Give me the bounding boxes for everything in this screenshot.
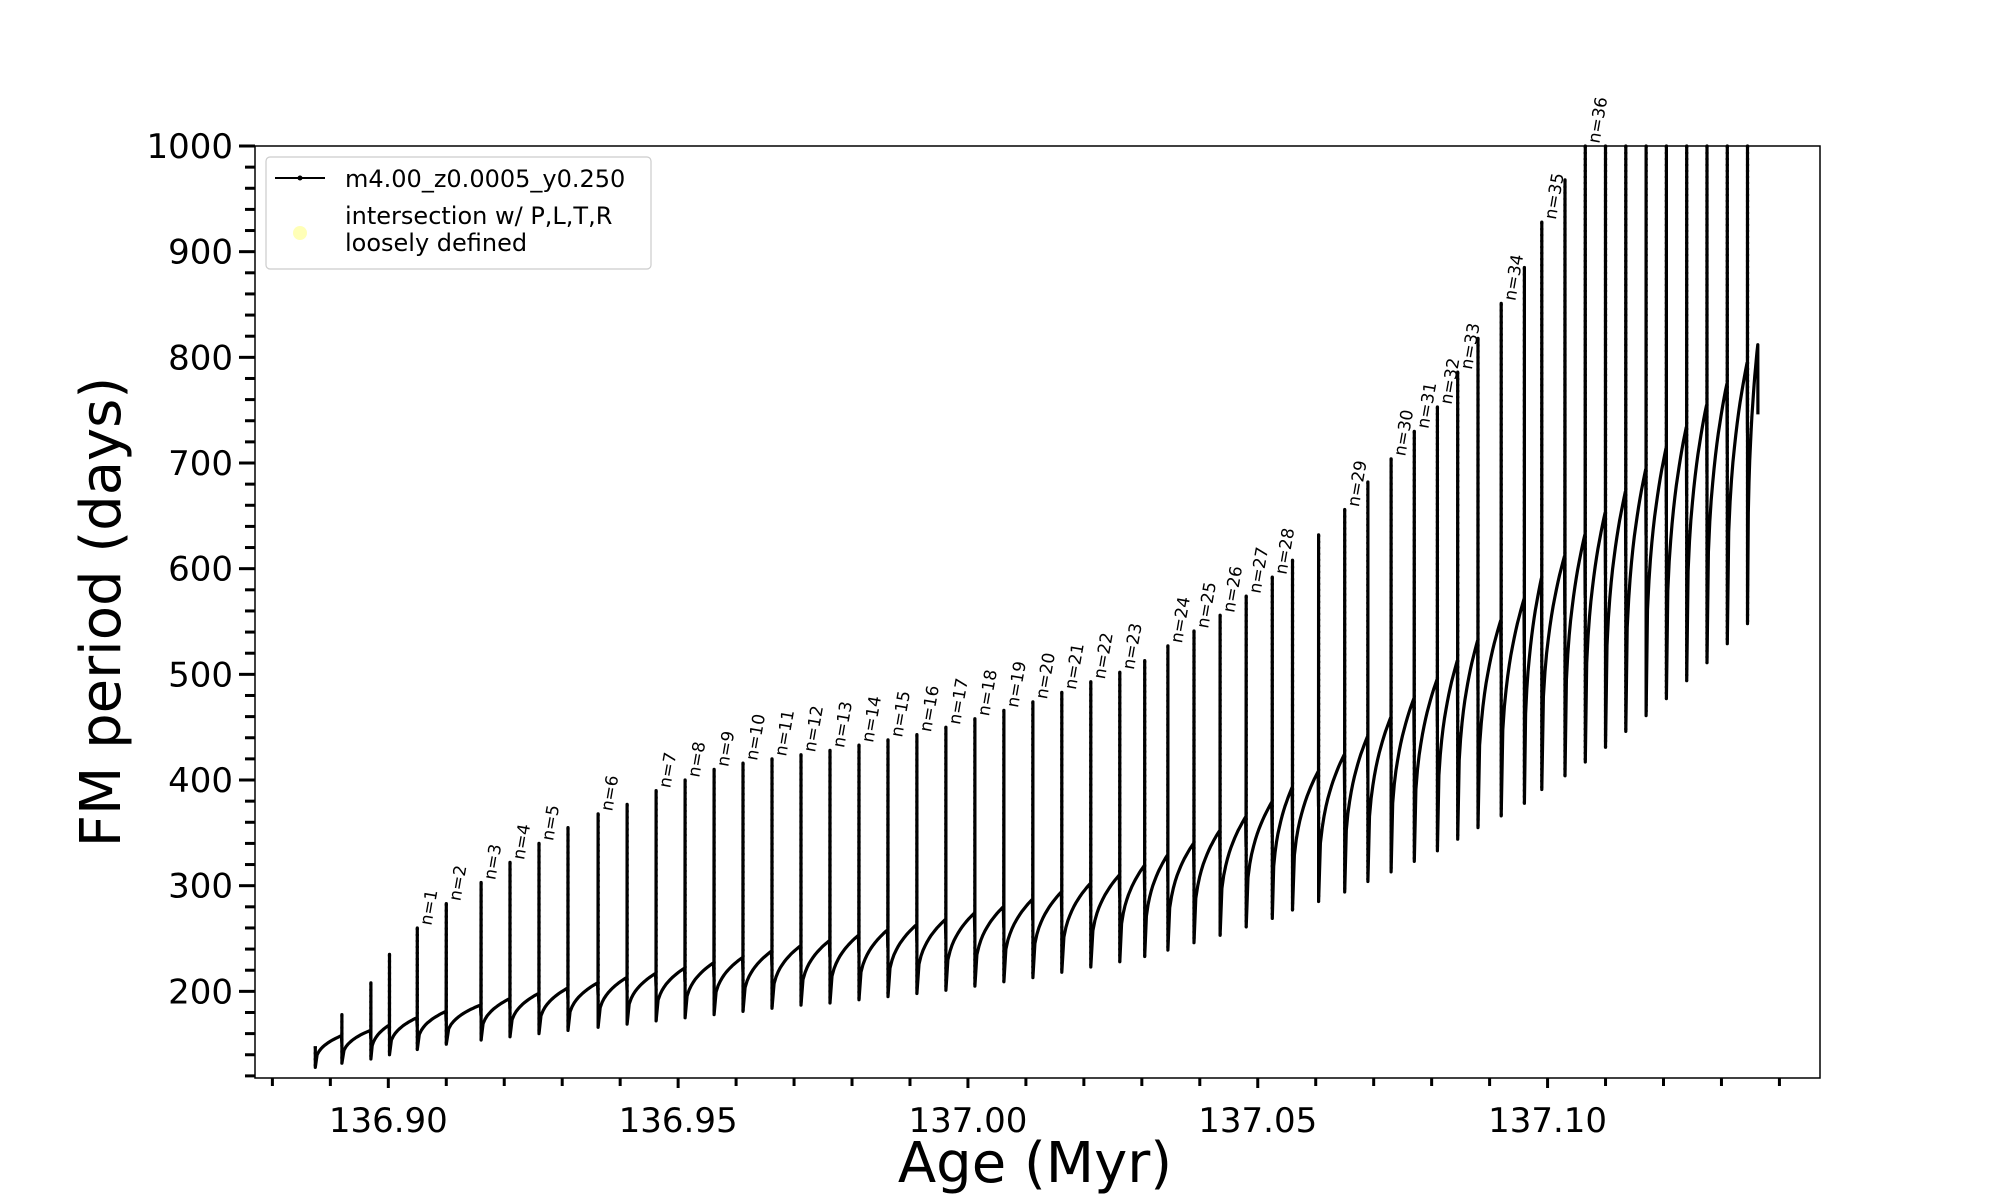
x-tick-label: 137.10 — [1488, 1101, 1607, 1141]
x-tick-label: 136.95 — [619, 1101, 738, 1141]
x-tick-label: 137.00 — [908, 1101, 1027, 1141]
legend-label-intersection-line1: intersection w/ P,L,T,R — [345, 202, 612, 230]
x-axis: 136.90 136.95 137.00 137.05 137.10 — [270, 1078, 1781, 1141]
y-tick-label: 800 — [168, 338, 233, 378]
y-tick-label: 1000 — [146, 127, 233, 167]
pulse-label: n=36 — [1585, 95, 1613, 144]
y-tick-label: 300 — [168, 867, 233, 907]
series-line — [313, 144, 1760, 1069]
y-tick-label: 400 — [168, 761, 233, 801]
legend-circle-marker — [293, 226, 307, 240]
y-tick-label: 200 — [168, 972, 233, 1012]
legend-box — [265, 156, 652, 270]
legend: m4.00_z0.0005_y0.250 intersection w/ P,L… — [265, 156, 652, 270]
legend-line-dot — [297, 175, 303, 181]
y-tick-label: 700 — [168, 444, 233, 484]
x-axis-label: Age (Myr) — [898, 1131, 1172, 1196]
y-axis-label: FM period (days) — [69, 377, 134, 847]
y-tick-label: 600 — [168, 550, 233, 590]
y-tick-label: 500 — [168, 655, 233, 695]
legend-label-series: m4.00_z0.0005_y0.250 — [345, 165, 625, 193]
plot-area — [254, 145, 1821, 1079]
series-lines — [313, 144, 1760, 1069]
y-axis: 200 300 400 500 600 700 800 900 1000 — [146, 127, 255, 1078]
x-tick-label: 136.90 — [329, 1101, 448, 1141]
x-tick-label: 137.05 — [1198, 1101, 1317, 1141]
y-tick-label: 900 — [168, 233, 233, 273]
legend-label-intersection-line2: loosely defined — [345, 229, 527, 257]
